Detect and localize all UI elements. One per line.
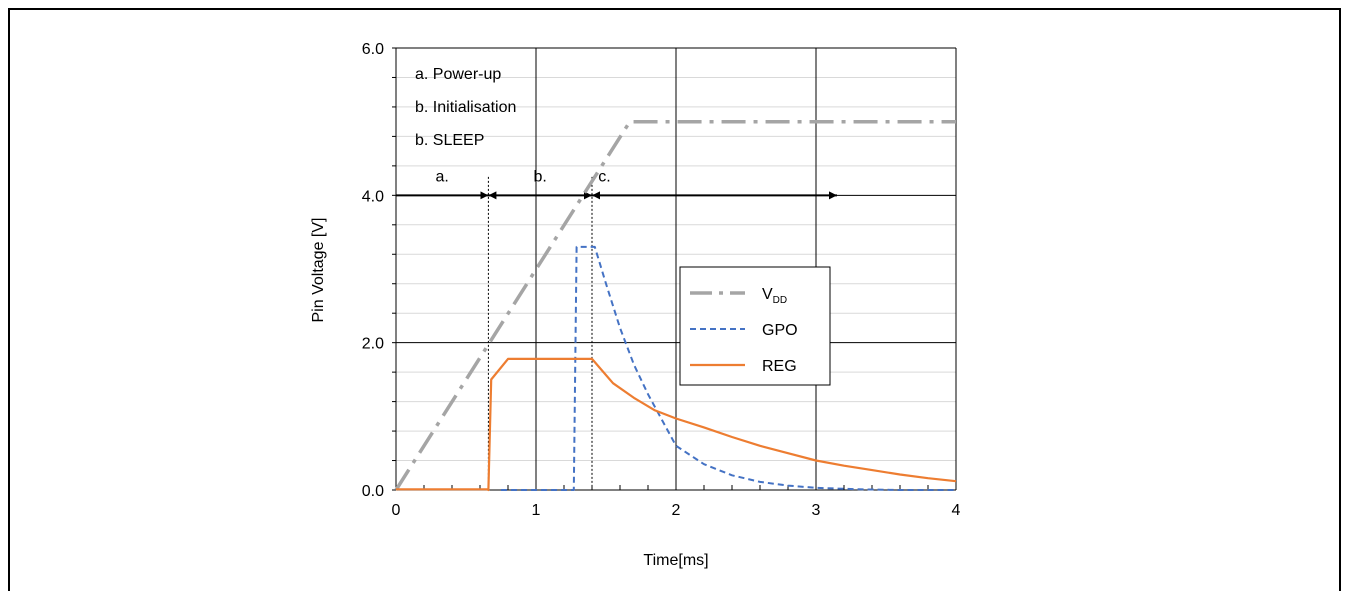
x-tick-label: 1 — [532, 502, 541, 519]
x-axis-title: Time[ms] — [643, 552, 708, 569]
y-tick-label: 2.0 — [362, 336, 384, 353]
series-line-gpo — [501, 245, 956, 491]
y-tick-label: 4.0 — [362, 188, 384, 205]
x-tick-label: 3 — [812, 502, 821, 519]
y-tick-label: 0.0 — [362, 483, 384, 500]
phase-note: b. Initialisation — [415, 99, 516, 116]
y-tick-label: 6.0 — [362, 41, 384, 58]
phase-note: b. SLEEP — [415, 132, 484, 149]
x-tick-label: 2 — [672, 502, 681, 519]
phase-segment-label: b. — [534, 168, 547, 185]
legend-label-gpo: GPO — [762, 322, 798, 339]
phase-annotations: a. Power-up b. Initialisation b. SLEEP a. b.… — [396, 66, 837, 490]
grid — [396, 47, 957, 490]
legend-box — [679, 266, 831, 386]
legend-label-reg: REG — [762, 358, 797, 375]
phase-segment-label: c. — [598, 168, 610, 185]
x-tick-label: 0 — [392, 502, 401, 519]
phase-segment-label: a. — [436, 168, 449, 185]
phase-note: a. Power-up — [415, 66, 501, 83]
x-tick-label: 4 — [952, 502, 961, 519]
series-lines — [394, 119, 957, 492]
y-axis-title: Pin Voltage [V] — [310, 218, 327, 323]
figure-frame — [8, 8, 1341, 591]
axis-titles: Time[ms] Pin Voltage [V] — [310, 218, 709, 569]
series-line-reg — [396, 357, 957, 492]
series-line-vdd — [394, 119, 956, 491]
